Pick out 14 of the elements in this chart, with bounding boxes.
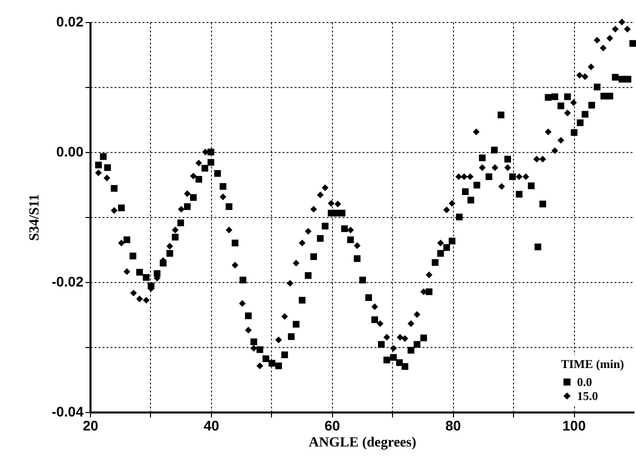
y-tick-label: 0.00 xyxy=(56,144,84,160)
legend-title: TIME (min) xyxy=(561,357,624,371)
y-tick-label: 0.02 xyxy=(56,14,84,30)
y-tick-label: -0.04 xyxy=(52,404,84,420)
legend-label: 0.0 xyxy=(577,375,592,389)
x-tick-label: 100 xyxy=(562,418,586,434)
x-tick-label: 60 xyxy=(324,418,340,434)
x-tick-label: 20 xyxy=(82,418,98,434)
x-tick-label: 80 xyxy=(445,418,462,434)
y-axis-title: S34/S11 xyxy=(28,194,43,241)
legend-label: 15.0 xyxy=(577,389,598,403)
x-tick-label: 40 xyxy=(204,418,220,434)
y-tick-label: -0.02 xyxy=(52,274,84,290)
x-axis-title: ANGLE (degrees) xyxy=(308,436,417,450)
